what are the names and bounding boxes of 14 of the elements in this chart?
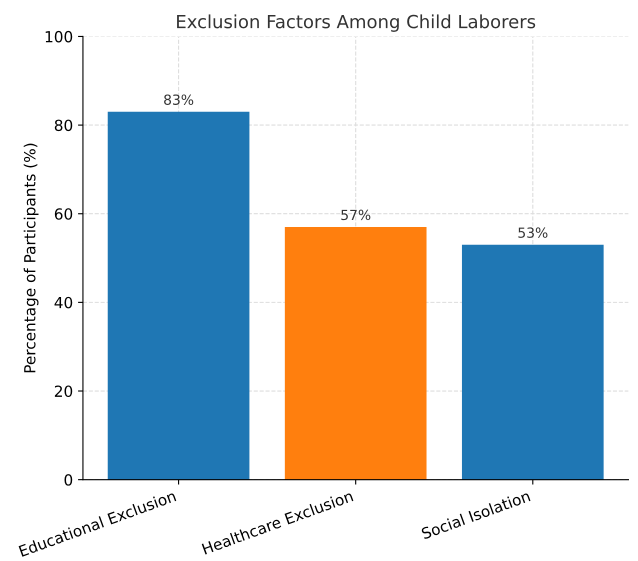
y-tick-label: 20 xyxy=(54,385,72,398)
bar xyxy=(462,244,604,480)
bar xyxy=(108,112,250,480)
data-label: 83% xyxy=(164,94,194,105)
y-tick-label: 80 xyxy=(54,120,72,132)
y-tick-label: 0 xyxy=(64,474,72,486)
bar xyxy=(284,227,427,480)
y-tick-label: 60 xyxy=(54,208,72,220)
y-tick-label: 40 xyxy=(54,296,72,308)
data-label: 57% xyxy=(341,210,370,220)
y-tick-label: 100 xyxy=(46,30,72,42)
data-label: 53% xyxy=(518,227,548,238)
y-axis-title: Percentage of Participants (%) xyxy=(24,144,38,372)
chart-title: Exclusion Factors Among Child Laborers xyxy=(177,14,536,32)
